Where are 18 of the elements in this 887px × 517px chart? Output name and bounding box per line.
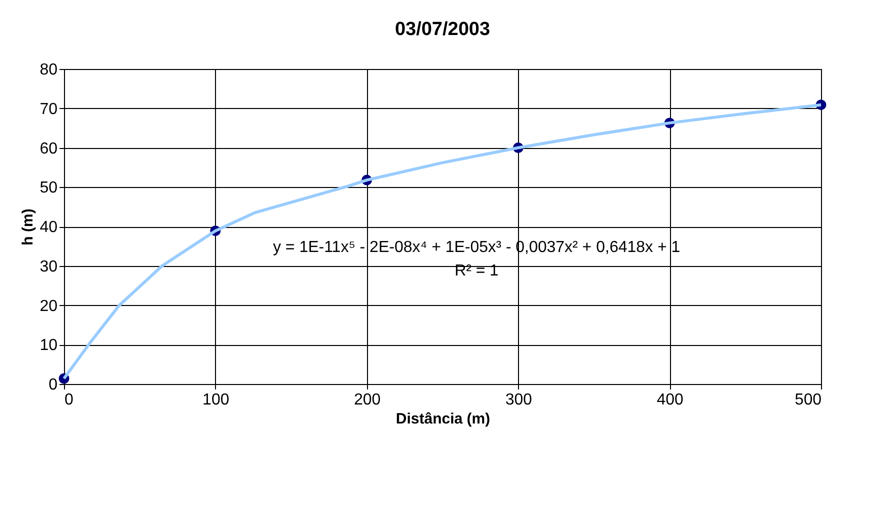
y-tick-label: 70 <box>40 100 58 118</box>
x-tick-label: 0 <box>64 392 74 408</box>
x-tick-label: 400 <box>656 392 684 408</box>
y-tick-label: 60 <box>40 140 58 158</box>
y-tick-label: 0 <box>48 376 58 394</box>
y-tick-label: 40 <box>40 219 58 236</box>
x-tick-label: 300 <box>505 392 532 408</box>
chart-title: 03/07/2003 <box>394 19 490 40</box>
y-tick-label: 10 <box>40 337 58 354</box>
x-tick-label: 500 <box>794 392 822 408</box>
y-axis-title: h (m) <box>20 208 37 246</box>
x-axis-title: Distância (m) <box>396 410 490 428</box>
y-tick-label: 50 <box>40 180 58 197</box>
y-tick-label: 30 <box>40 258 58 276</box>
y-tick-label: 20 <box>40 298 58 315</box>
y-tick-label: 80 <box>40 62 58 78</box>
x-tick-label: 200 <box>354 392 381 408</box>
x-tick-label: 100 <box>202 392 230 408</box>
